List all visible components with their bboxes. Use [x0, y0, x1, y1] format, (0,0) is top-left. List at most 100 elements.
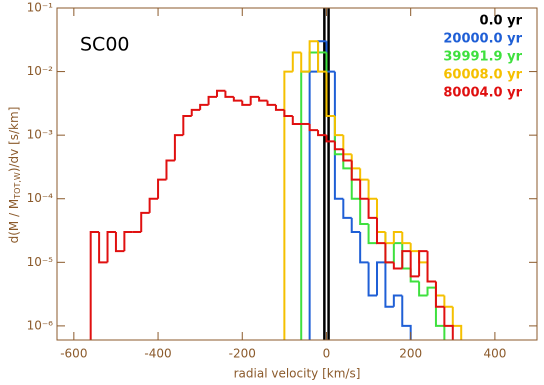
histogram-step	[350, 160, 361, 181]
plot-frame	[56, 7, 538, 341]
histogram-step	[165, 159, 175, 180]
histogram-step	[325, 135, 335, 143]
histogram-step	[350, 217, 361, 233]
histogram-step	[283, 70, 293, 340]
histogram-step	[384, 231, 394, 264]
histogram-step	[392, 294, 403, 307]
histogram-step	[190, 108, 201, 117]
legend-entry: 20000.0 yr	[443, 32, 522, 47]
histogram-step	[376, 230, 386, 244]
legend-entry: 60008.0 yr	[443, 68, 522, 83]
histogram-step	[199, 103, 209, 110]
histogram-step	[325, 71, 335, 118]
histogram-step	[342, 135, 352, 156]
histogram-step	[342, 149, 352, 162]
histogram-step	[317, 41, 327, 73]
histogram-step	[401, 243, 411, 270]
histogram-step	[350, 154, 361, 170]
histogram-step	[443, 306, 454, 340]
histogram-step	[418, 250, 428, 277]
histogram-step	[426, 262, 436, 283]
histogram-step	[359, 179, 369, 200]
histogram-step	[367, 262, 377, 297]
x-tick-label: -200	[229, 347, 256, 361]
histogram-step	[367, 179, 377, 200]
histogram-step	[434, 281, 445, 297]
histogram-step	[418, 281, 428, 297]
histogram-step	[392, 242, 403, 263]
histogram-step	[392, 230, 403, 244]
histogram-step	[359, 198, 369, 226]
histogram-step	[98, 231, 108, 264]
histogram-step	[249, 95, 260, 105]
histogram-step	[359, 168, 369, 181]
y-axis-label: d(M / MTOT,W)/dv [s/km]	[7, 107, 22, 244]
legend-entry: 0.0 yr	[480, 14, 523, 29]
histogram-step	[401, 250, 411, 269]
histogram-step	[367, 224, 377, 245]
histogram-step	[333, 116, 344, 137]
histogram-step	[182, 115, 192, 136]
histogram-step	[308, 40, 319, 72]
histogram-step	[317, 130, 327, 137]
x-tick-label: -600	[60, 347, 87, 361]
histogram-step	[451, 306, 463, 340]
y-tick-label: 10⁻⁶	[27, 318, 54, 332]
x-tick-label: 200	[399, 347, 422, 361]
histogram-step	[114, 231, 125, 253]
histogram-step	[300, 52, 310, 73]
histogram-step	[224, 90, 234, 98]
histogram-step	[106, 230, 116, 263]
histogram-step	[409, 243, 420, 253]
histogram-step	[300, 70, 310, 340]
y-tick-label: 10⁻¹	[27, 1, 54, 15]
histogram-step	[384, 262, 394, 308]
histogram-step	[140, 211, 150, 232]
histogram-step	[333, 141, 344, 151]
histogram-step	[376, 261, 386, 296]
histogram-step	[376, 217, 386, 245]
histogram-step	[89, 230, 100, 340]
histogram-step	[258, 96, 268, 102]
histogram-step	[308, 70, 319, 340]
plot-area	[89, 8, 463, 340]
x-tick-label: 0	[323, 347, 331, 361]
histogram-step	[384, 243, 394, 264]
histogram-step	[173, 134, 184, 161]
y-tick-label: 10⁻⁵	[27, 255, 54, 269]
histogram-step	[274, 104, 285, 111]
histogram-step	[283, 109, 293, 118]
histogram-step	[157, 178, 167, 199]
histogram-step	[350, 168, 361, 200]
histogram-step	[123, 230, 133, 252]
legend-entry: 80004.0 yr	[443, 86, 522, 101]
histogram-step	[241, 100, 251, 106]
x-tick-label: -400	[144, 347, 171, 361]
y-tick-label: 10⁻²	[27, 64, 54, 78]
histogram-step	[443, 295, 453, 308]
histogram-step	[232, 96, 243, 102]
histogram-step	[384, 231, 394, 245]
histogram-step	[333, 71, 344, 200]
y-tick-label: 10⁻⁴	[27, 191, 54, 205]
histogram-step	[308, 51, 319, 72]
histogram-step	[418, 251, 428, 264]
histogram-step	[376, 198, 386, 233]
x-axis-label: radial velocity [km/s]	[234, 367, 361, 381]
histogram-step	[266, 100, 276, 106]
x-tick-label: 400	[483, 347, 506, 361]
histogram-step	[392, 262, 403, 270]
y-label-rest: )/dv [s/km]	[7, 107, 21, 173]
y-tick-label: 10⁻³	[27, 128, 54, 142]
histogram-step	[359, 231, 369, 264]
histogram-step	[409, 268, 420, 283]
histogram-step	[426, 251, 436, 283]
histogram-step	[216, 89, 226, 97]
histogram-step	[401, 295, 412, 340]
legend-entry: 39991.9 yr	[443, 50, 522, 65]
histogram-step	[148, 197, 159, 213]
histogram-step	[409, 251, 420, 278]
y-label-main: d(M / M	[7, 199, 21, 244]
y-label-sub: TOT,W	[13, 172, 22, 200]
